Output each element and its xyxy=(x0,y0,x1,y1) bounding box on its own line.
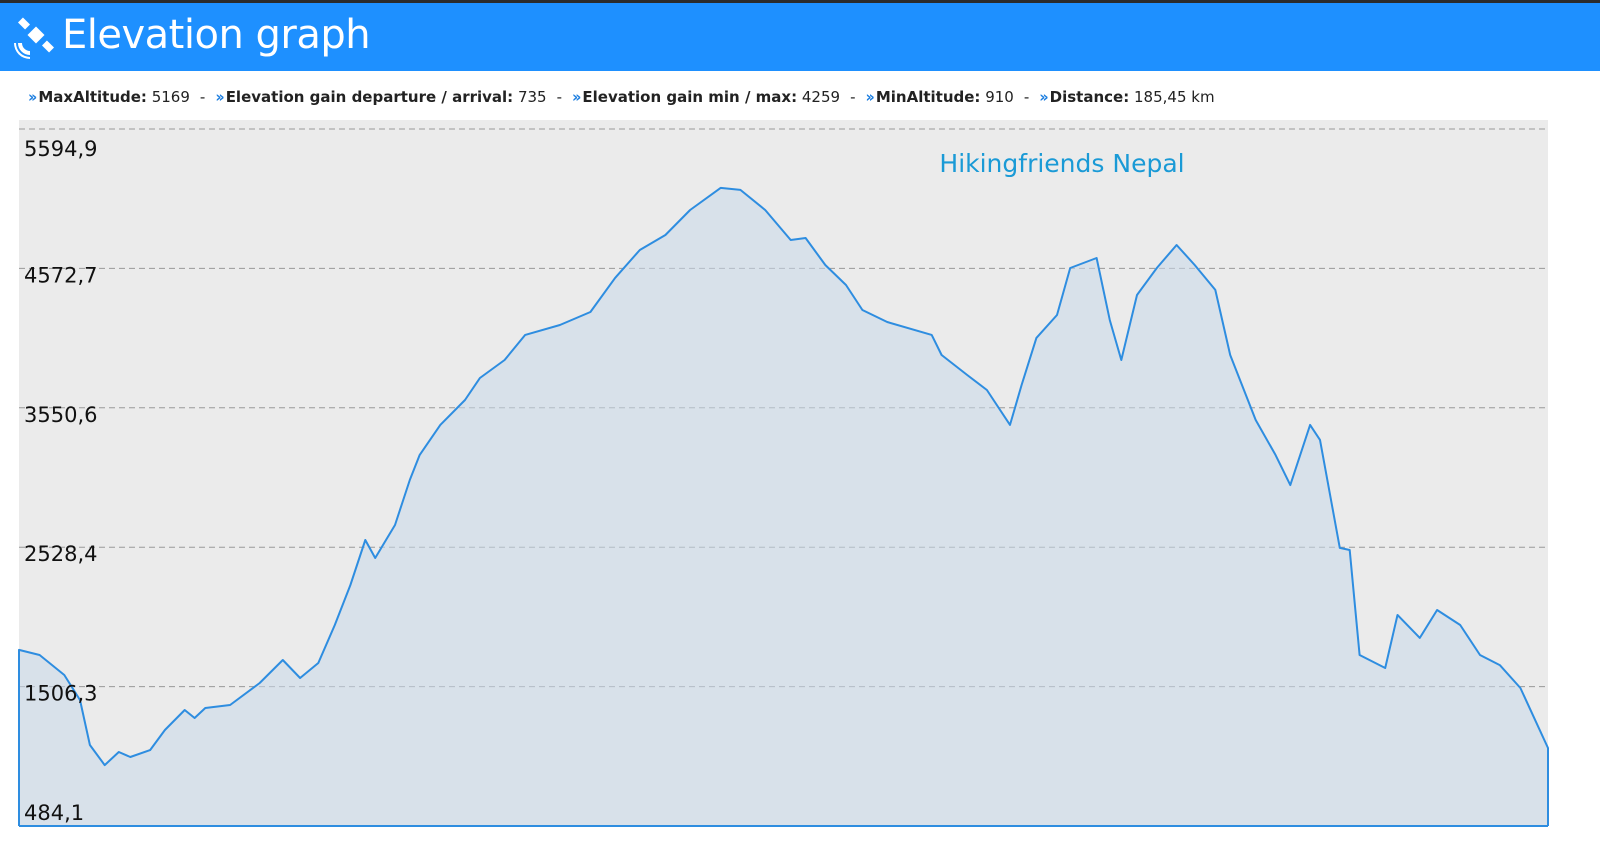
separator: - xyxy=(556,88,563,106)
arrow-icon: ›› xyxy=(28,88,38,106)
stat-value: 735 xyxy=(517,88,547,106)
separator: - xyxy=(199,88,206,106)
y-tick-label: 4572,7 xyxy=(24,263,97,287)
arrow-icon: ›› xyxy=(865,88,875,106)
stat-item: ›› Elevation gain departure / arrival: 73… xyxy=(215,88,546,106)
stat-item: ›› Elevation gain min / max: 4259 xyxy=(572,88,840,106)
stat-value: 910 xyxy=(985,88,1014,106)
stat-value: 5169 xyxy=(151,88,190,106)
stat-item: ›› Distance: 185,45 km xyxy=(1039,88,1214,106)
header-bar: Elevation graph xyxy=(0,3,1600,71)
y-tick-label: 484,1 xyxy=(24,801,84,825)
stat-value: 185,45 km xyxy=(1134,88,1215,106)
stat-label: Elevation gain departure / arrival: xyxy=(225,88,514,106)
arrow-icon: ›› xyxy=(215,88,225,106)
stat-label: Distance: xyxy=(1049,88,1130,106)
satellite-icon xyxy=(14,17,55,59)
arrow-icon: ›› xyxy=(572,88,582,106)
stat-label: MaxAltitude: xyxy=(38,88,147,106)
stat-label: MinAltitude: xyxy=(875,88,981,106)
area-fill xyxy=(19,187,1548,826)
stat-item: ›› MaxAltitude: 5169 xyxy=(28,88,190,106)
stats-bar: ›› MaxAltitude: 5169- ›› Elevation gain dep… xyxy=(28,88,1215,110)
arrow-icon: ›› xyxy=(1039,88,1049,106)
page-title: Elevation graph xyxy=(62,12,371,58)
top-strip xyxy=(0,0,1600,3)
y-tick-label: 5594,9 xyxy=(24,137,97,161)
stat-item: ›› MinAltitude: 910 xyxy=(865,88,1013,106)
y-tick-label: 1506,3 xyxy=(24,682,97,706)
plot-background xyxy=(19,120,1548,826)
stat-value: 4259 xyxy=(801,88,841,106)
stat-label: Elevation gain min / max: xyxy=(582,88,798,106)
y-tick-label: 2528,4 xyxy=(24,542,97,566)
elevation-line xyxy=(18,186,1549,826)
separator: - xyxy=(1023,88,1030,106)
watermark: Hikingfriends Nepal xyxy=(939,149,1184,178)
y-tick-label: 3550,6 xyxy=(24,403,97,427)
separator: - xyxy=(850,88,856,106)
